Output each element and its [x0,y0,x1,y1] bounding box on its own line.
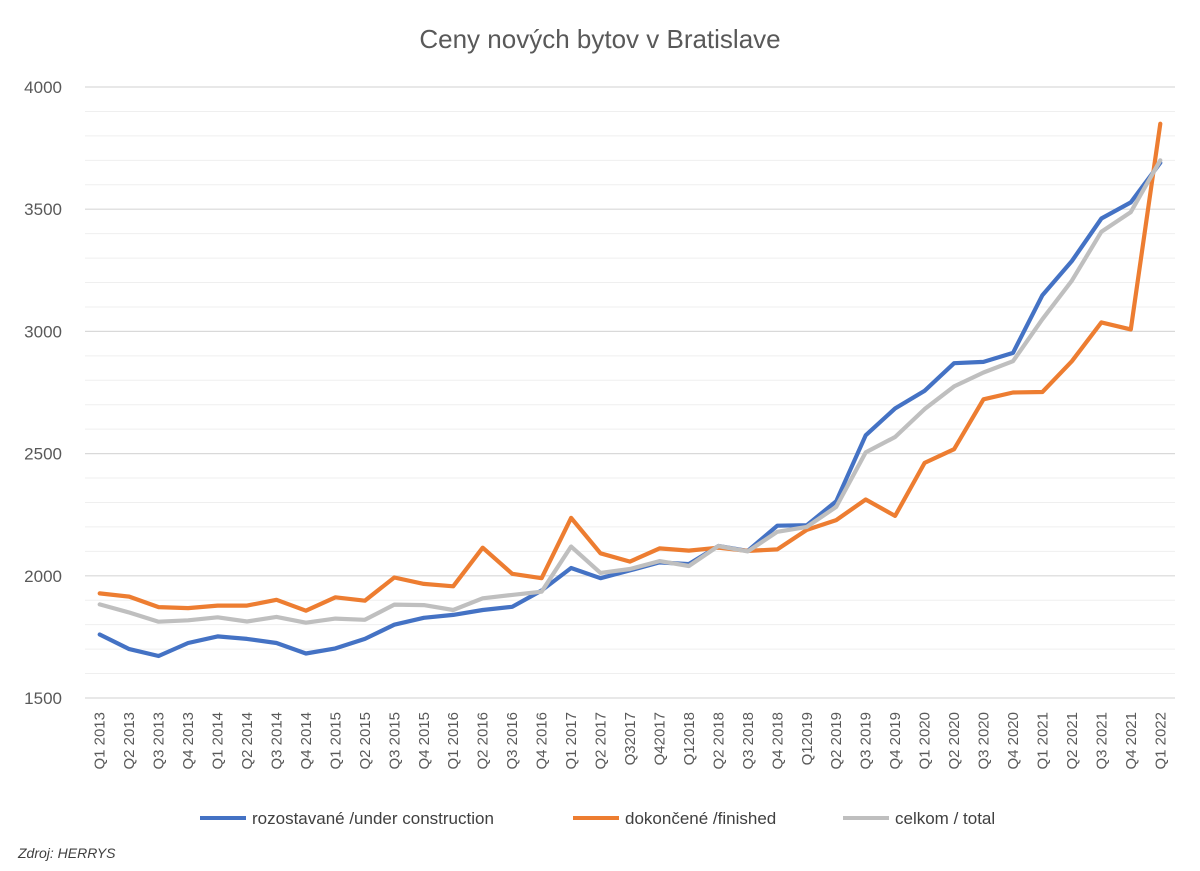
x-tick-label: Q2 2018 [710,712,727,770]
x-tick-label: Q1 2013 [92,712,109,770]
x-tick-label: Q2 2019 [828,712,845,770]
x-tick-label: Q4 2014 [298,712,315,770]
x-tick-label: Q2 2015 [357,712,374,770]
x-tick-label: Q3 2020 [976,712,993,770]
x-tick-label: Q2 2020 [946,712,963,770]
x-tick-label: Q3 2019 [858,712,875,770]
y-axis-ticks: 1500 2000 2500 3000 3500 4000 [24,78,62,708]
x-tick-label: Q1 2014 [210,712,227,770]
y-tick-label: 3000 [24,322,62,341]
series-line-total [97,158,1163,625]
legend-label-under-construction: rozostavané /under construction [252,809,494,828]
x-tick-label: Q3 2013 [151,712,168,770]
y-tick-label: 4000 [24,78,62,97]
x-tick-label: Q3 2014 [268,712,285,770]
x-tick-label: Q12018 [681,712,698,765]
x-tick-label: Q3 2016 [504,712,521,770]
x-tick-label: Q1 2015 [327,712,344,770]
y-tick-label: 3500 [24,200,62,219]
legend-label-finished: dokončené /finished [625,809,776,828]
legend: rozostavané /under construction dokončen… [200,809,995,828]
x-tick-label: Q3 2021 [1093,712,1110,770]
x-tick-label: Q1 2022 [1152,712,1169,770]
series-lines [97,121,1163,659]
x-tick-label: Q2 2017 [593,712,610,770]
x-tick-label: Q4 2020 [1005,712,1022,770]
x-tick-label: Q32017 [622,712,639,765]
x-tick-label: Q1 2021 [1034,712,1051,770]
legend-item-finished: dokončené /finished [573,809,776,828]
legend-label-total: celkom / total [895,809,995,828]
x-tick-label: Q2 2021 [1064,712,1081,770]
y-tick-label: 1500 [24,689,62,708]
x-tick-label: Q3 2018 [740,712,757,770]
x-tick-label: Q4 2016 [534,712,551,770]
source-note: Zdroj: HERRYS [17,845,116,861]
y-tick-label: 2000 [24,567,62,586]
x-tick-label: Q4 2019 [887,712,904,770]
x-tick-label: Q1 2017 [563,712,580,770]
x-tick-label: Q4 2015 [416,712,433,770]
legend-item-total: celkom / total [843,809,995,828]
x-tick-label: Q4 2021 [1123,712,1140,770]
minor-gridlines [85,110,1175,675]
x-tick-label: Q2 2016 [475,712,492,770]
legend-item-under-construction: rozostavané /under construction [200,809,494,828]
x-tick-label: Q12019 [799,712,816,765]
x-tick-label: Q2 2014 [239,712,256,770]
x-tick-label: Q1 2020 [917,712,934,770]
series-line-under-construction [97,160,1163,659]
x-tick-label: Q4 2018 [769,712,786,770]
x-tick-label: Q42017 [651,712,668,765]
series-line-finished [97,121,1163,613]
x-tick-label: Q3 2015 [386,712,403,770]
y-tick-label: 2500 [24,445,62,464]
x-tick-label: Q4 2013 [180,712,197,770]
x-tick-label: Q2 2013 [121,712,138,770]
x-tick-label: Q1 2016 [445,712,462,770]
chart-title: Ceny nových bytov v Bratislave [419,24,780,54]
x-axis-ticks: Q1 2013 Q2 2013 Q3 2013 Q4 2013 Q1 2014 Q2 20… [92,712,1170,770]
major-gridlines [85,86,1175,699]
